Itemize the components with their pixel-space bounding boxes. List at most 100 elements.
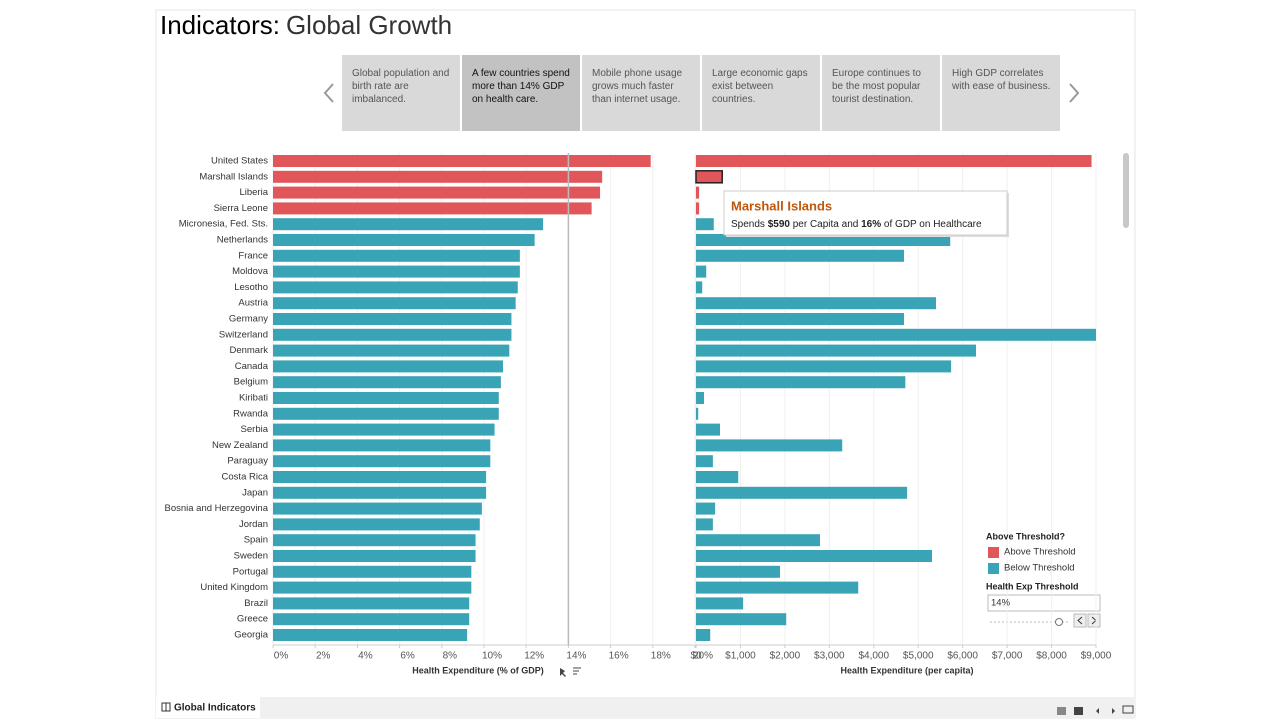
x-tick-label: 10% (482, 651, 502, 662)
x-tick-label: $3,000 (814, 651, 845, 662)
bar (696, 518, 713, 531)
bar (696, 202, 700, 215)
bar (695, 170, 723, 184)
bar (273, 360, 503, 373)
footer-icon-next[interactable] (1112, 708, 1115, 714)
x-tick-label: $7,000 (992, 651, 1023, 662)
category-label: France (238, 250, 268, 261)
category-label: Micronesia, Fed. Sts. (179, 219, 268, 230)
bar (273, 597, 470, 610)
category-label: Brazil (244, 598, 268, 609)
bar (696, 281, 703, 294)
slider-increase[interactable] (1087, 613, 1101, 628)
category-label: Paraguay (227, 456, 268, 467)
tooltip-body: Spends $590 per Capita and 16% of GDP on… (731, 219, 982, 230)
category-label: Liberia (239, 187, 268, 198)
bar (696, 423, 720, 436)
threshold-slider-handle[interactable] (1055, 618, 1063, 626)
footer-icon-prev[interactable] (1096, 708, 1099, 714)
bar (696, 502, 716, 515)
x-tick-label: $4,000 (858, 651, 889, 662)
bar (273, 502, 482, 515)
bar (696, 328, 1096, 341)
story-point[interactable]: A few countries spend more than 14% GDP … (462, 55, 580, 131)
x-tick-label: 14% (566, 651, 586, 662)
bar (696, 613, 787, 626)
category-label: Bosnia and Herzegovina (164, 503, 268, 514)
category-label: Kiribati (239, 393, 268, 404)
bar (696, 407, 699, 420)
tooltip-text: 16% (861, 219, 881, 230)
tooltip-title: Marshall Islands (731, 198, 832, 213)
x-axis-title: Health Expenditure (per capita) (840, 665, 973, 675)
bar (273, 550, 476, 562)
category-label: Spain (244, 535, 268, 546)
footer-icon-grid[interactable] (1057, 707, 1066, 715)
scrollbar[interactable] (1123, 153, 1129, 228)
x-tick-label: $8,000 (1036, 651, 1067, 662)
category-label: Sierra Leone (214, 203, 268, 214)
x-tick-label: $6,000 (947, 651, 978, 662)
story-point[interactable]: Global population and birth rate are imb… (342, 55, 460, 131)
category-label: United States (211, 156, 268, 167)
x-tick-label: 16% (609, 651, 629, 662)
bar (696, 155, 1092, 167)
legend-swatch (988, 563, 999, 574)
x-tick-label: $1,000 (725, 651, 756, 662)
category-label: Netherlands (217, 235, 268, 246)
bar (696, 297, 936, 310)
title-bold: Indicators: (160, 10, 280, 40)
category-label: Japan (242, 487, 268, 498)
category-label: Germany (229, 314, 268, 325)
bar (273, 218, 544, 231)
bar (273, 186, 601, 199)
bar (696, 565, 780, 578)
story-next[interactable] (1069, 83, 1080, 103)
category-label: Denmark (229, 345, 268, 356)
bar (273, 234, 535, 246)
x-tick-label: $5,000 (903, 651, 934, 662)
sort-icon[interactable] (573, 667, 581, 675)
bar (273, 202, 592, 215)
bar (696, 486, 908, 499)
bar (696, 581, 859, 594)
footer-tab[interactable] (156, 697, 260, 718)
story-point[interactable]: Large economic gaps exist between countr… (702, 55, 820, 131)
bar (696, 439, 843, 452)
bar (273, 565, 472, 578)
bar (273, 455, 491, 468)
story-point[interactable]: High GDP correlates with ease of busines… (942, 55, 1060, 131)
x-axis-title: Health Expenditure (% of GDP) (412, 665, 544, 675)
category-label: Moldova (232, 266, 269, 277)
bar (696, 218, 714, 231)
tooltip-text: Spends (731, 219, 768, 230)
tooltip-text: of GDP on Healthcare (881, 219, 982, 230)
bar (273, 281, 518, 294)
category-label: Lesotho (234, 282, 268, 293)
story-point[interactable]: Mobile phone usage grows much faster tha… (582, 55, 700, 131)
footer-tab-label[interactable]: Global Indicators (174, 703, 256, 714)
threshold-input[interactable] (987, 594, 1101, 612)
category-label: Georgia (234, 630, 269, 641)
story-point[interactable]: Europe continues to be the most popular … (822, 55, 940, 131)
threshold-value: 14% (991, 598, 1011, 609)
bar (273, 534, 476, 547)
bar (696, 360, 952, 373)
legend-label: Below Threshold (1004, 563, 1075, 574)
bar (273, 392, 499, 404)
bar (696, 392, 704, 404)
category-label: Rwanda (233, 408, 269, 419)
tooltip-box (723, 190, 1008, 236)
footer-icon-present[interactable] (1122, 705, 1134, 714)
slider-decrease[interactable] (1073, 613, 1087, 628)
story-prev[interactable] (323, 83, 334, 103)
category-label: New Zealand (212, 440, 268, 451)
bar (696, 534, 820, 547)
footer-icon-stop[interactable] (1074, 707, 1083, 715)
tooltip-text: per Capita and (790, 219, 861, 230)
bar (273, 249, 520, 262)
tab-icon (161, 702, 171, 712)
x-tick-label: $2,000 (770, 651, 801, 662)
pin-icon[interactable] (560, 668, 566, 677)
category-label: Portugal (233, 566, 268, 577)
